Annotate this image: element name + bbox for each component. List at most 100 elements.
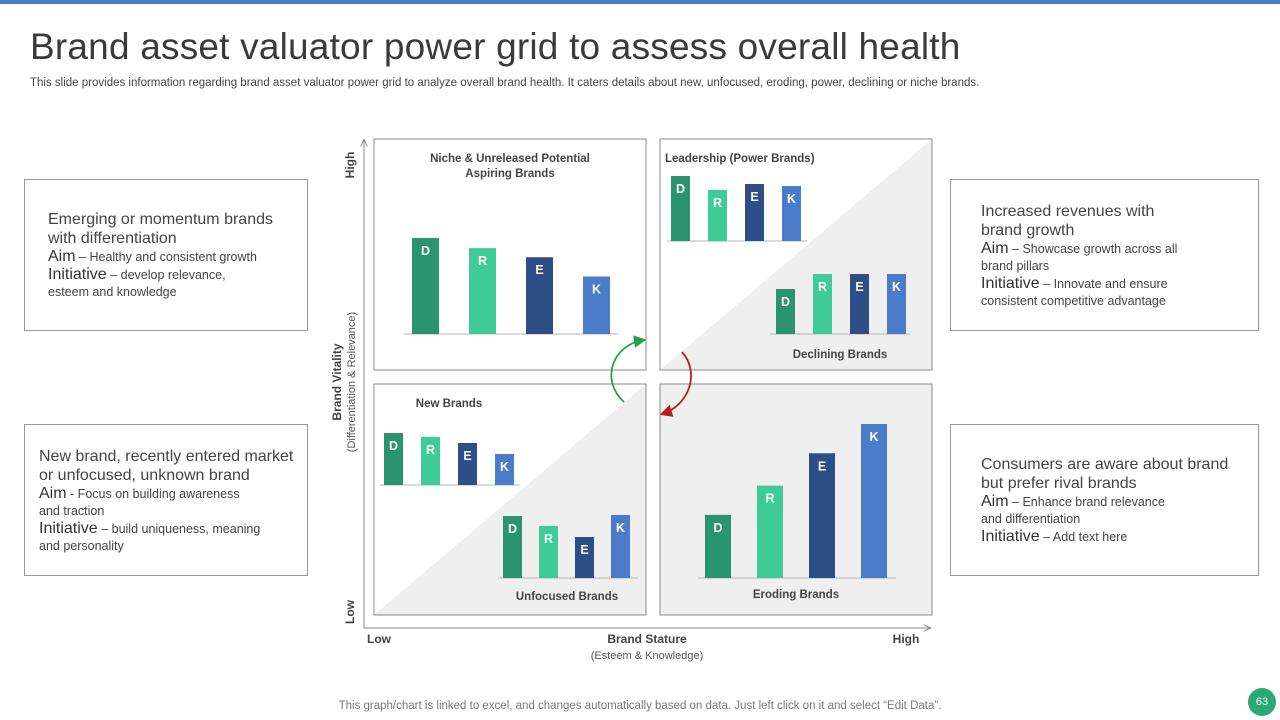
new-bar-label-r: R [426,443,435,457]
eroding-bar-label-e: E [818,459,826,473]
aim-text-cont: and differentiation [981,512,1081,526]
leadership-title: Leadership (Power Brands) [665,153,815,165]
eroding-bar-label-k: K [869,430,878,444]
new-bar-d [384,433,403,485]
leadership-bar-label-d: D [676,182,685,196]
niche-bar-d [412,238,439,334]
declining-bar-label-d: D [781,295,790,309]
quadrant-eroding [659,383,933,616]
eroding-bar-k [861,424,887,578]
unfocused-bar-label-k: K [616,521,625,535]
initiative-text: – build uniqueness, meaning [101,522,261,536]
box-power-brands: Increased revenues with brand growth Aim… [950,179,1259,331]
declining-bar-label-e: E [855,280,863,294]
niche-bar-label-e: E [535,263,543,277]
declining-bar-label-k: K [892,280,901,294]
eroding-bar-r [757,485,783,578]
box-heading-line1: Increased revenues with [981,203,1155,220]
box-new-brands: New brand, recently entered market or un… [24,424,308,576]
eroding-bar-e [809,453,835,578]
unfocused-bar-label-e: E [580,543,588,557]
unfocused-bar-r [539,526,558,578]
initiative-text: – Add text here [1043,530,1128,544]
niche-bar-label-r: R [478,254,487,268]
page-title: Brand asset valuator power grid to asses… [30,26,961,67]
declining-title: Declining Brands [793,349,888,361]
eroding-bar-label-r: R [765,492,774,506]
unfocused-title: Unfocused Brands [516,591,618,603]
leadership-bar-e [745,184,764,241]
aim-text: – Showcase growth across all [1012,242,1178,256]
box-heading-line1: Consumers are aware about brand [981,456,1229,473]
quadrant-new-unfocused [373,383,647,616]
leadership-bar-k [782,186,801,241]
x-axis-low: Low [367,632,392,646]
footer-note: This graph/chart is linked to excel, and… [338,700,942,712]
niche-title-line1: Niche & Unreleased Potential [430,153,590,165]
niche-bar-label-k: K [592,282,601,296]
top-accent-bar [0,0,1280,4]
box-heading-line2: but prefer rival brands [981,475,1137,492]
leadership-bar-label-r: R [713,196,722,210]
aim-label: Aim [48,248,76,265]
box-eroding-brands: Consumers are aware about brand but pref… [950,424,1259,576]
niche-title-line2: Aspiring Brands [465,168,554,180]
niche-bar-k [583,276,610,334]
bar-charts: D R E K D R E K D R E K D R E K D R E K D R E K [380,176,910,579]
leadership-bar-d [671,176,690,241]
y-axis-low: Low [343,599,357,624]
initiative-text: – Innovate and ensure [1043,277,1168,291]
aim-label: Aim [981,240,1009,257]
new-bar-k [495,454,514,485]
y-axis-title: Brand Vitality [330,343,344,420]
initiative-label: Initiative [39,520,98,537]
declining-bar-k [887,274,906,334]
x-axis-high: High [893,632,920,646]
initiative-text-cont: consistent competitive advantage [981,294,1166,308]
aim-label: Aim [981,493,1009,510]
leadership-bar-r [708,190,727,241]
unfocused-bar-d [503,516,522,578]
new-bar-label-d: D [389,439,398,453]
box-heading-line1: Emerging or momentum brands [48,211,273,228]
unfocused-bar-k [611,515,630,578]
box-emerging-brands: Emerging or momentum brands with differe… [24,179,308,331]
x-axis-title: Brand Stature [607,632,687,646]
unfocused-bar-e [575,537,594,578]
eroding-bar-label-d: D [713,521,722,535]
initiative-text-cont: and personality [39,539,124,553]
aim-label: Aim [39,485,67,502]
initiative-label: Initiative [981,528,1040,545]
page-subtitle: This slide provides information regardin… [30,77,980,89]
initiative-text-cont: esteem and knowledge [48,285,177,299]
new-bar-label-k: K [500,460,509,474]
new-bar-label-e: E [463,449,471,463]
new-brands-title: New Brands [416,398,482,410]
aim-text-cont: and traction [39,504,105,518]
x-axis-subtitle: (Esteem & Knowledge) [591,650,704,662]
box-heading-line2: or unfocused, unknown brand [39,467,250,484]
declining-bar-e [850,274,869,334]
quadrant-power [659,138,933,371]
new-bar-r [421,437,440,485]
leadership-bar-label-e: E [750,190,758,204]
page-number-badge: 63 [1248,688,1276,716]
y-axis-high: High [343,152,357,179]
initiative-label: Initiative [48,266,107,283]
aim-text: – Enhance brand relevance [1012,495,1165,509]
box-heading-line2: with differentiation [48,230,177,247]
declining-bar-d [776,289,795,334]
eroding-bar-d [705,514,731,578]
box-heading-line2: brand growth [981,222,1075,239]
initiative-text: – develop relevance, [110,268,226,282]
declining-bar-label-r: R [818,280,827,294]
niche-bar-label-d: D [421,244,430,258]
aim-text-cont: brand pillars [981,259,1050,273]
eroding-title: Eroding Brands [753,589,839,601]
niche-bar-r [469,248,496,334]
niche-bar-e [526,257,553,334]
unfocused-bar-label-d: D [508,522,517,536]
aim-text: - Focus on building awareness [70,487,240,501]
initiative-label: Initiative [981,275,1040,292]
